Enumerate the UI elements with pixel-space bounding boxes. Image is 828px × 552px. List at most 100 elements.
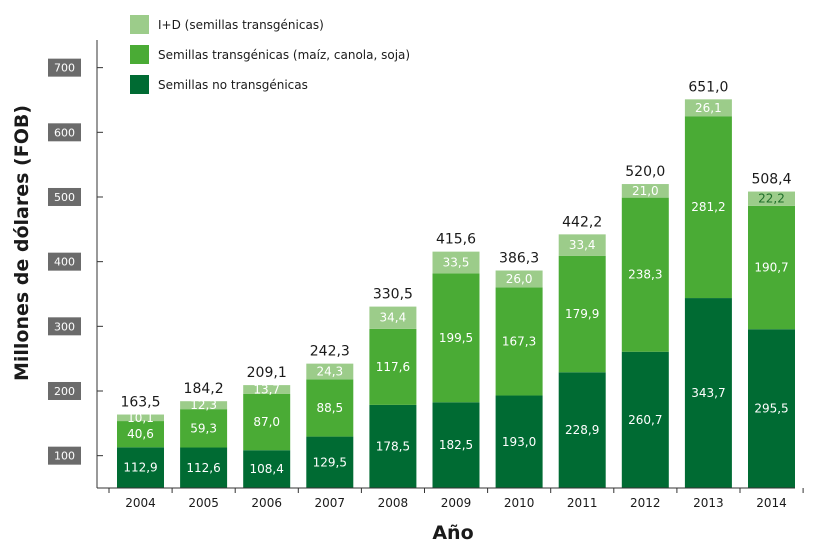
bar-segment — [117, 421, 164, 448]
bar-segment — [621, 184, 669, 198]
data-label: 26,0 — [506, 272, 533, 286]
data-label: 33,4 — [569, 238, 596, 252]
bar-segment — [306, 379, 354, 437]
bar-segment — [180, 447, 228, 488]
bar-segment — [180, 401, 228, 410]
data-label: 193,0 — [502, 435, 536, 449]
data-label: 343,7 — [691, 386, 725, 400]
total-label: 520,0 — [625, 164, 665, 180]
legend: I+D (semillas transgénicas) Semillas tran… — [130, 15, 410, 94]
bar-segment — [621, 197, 669, 352]
data-label: 87,0 — [253, 415, 280, 429]
bar-segment — [558, 372, 606, 488]
data-label: 112,9 — [123, 461, 157, 475]
y-axis-ticks: 100 200 300 400 500 600 700 — [48, 58, 103, 465]
x-tick-label: 2013 — [693, 496, 724, 510]
total-label: 386,3 — [499, 251, 539, 267]
bar-segment — [495, 270, 543, 288]
bar-segment — [748, 191, 795, 206]
data-label: 24,3 — [316, 364, 343, 378]
x-tick-label: 2010 — [504, 496, 535, 510]
bar-segment — [369, 306, 417, 329]
data-label: 199,5 — [439, 331, 473, 345]
data-label: 22,2 — [758, 192, 785, 206]
legend-swatch — [130, 45, 149, 64]
x-tick-label: 2012 — [630, 496, 661, 510]
data-label: 182,5 — [439, 438, 473, 452]
bar-segment — [243, 450, 291, 488]
data-label: 26,1 — [695, 101, 722, 115]
data-label: 10,1 — [127, 411, 154, 425]
y-tick-box — [48, 252, 81, 271]
legend-label: Semillas no transgénicas — [158, 78, 308, 92]
bar-segment — [432, 402, 480, 488]
legend-label: Semillas transgénicas (maíz, canola, soj… — [158, 48, 410, 62]
bar-segment — [180, 409, 228, 448]
data-label: 238,3 — [628, 268, 662, 282]
segment-labels: 112,9 40,6 10,1 112,6 59,3 12,3 108,4 87,0 13,7 1… — [123, 101, 788, 476]
data-label: 59,3 — [190, 421, 217, 435]
data-label: 167,3 — [502, 334, 536, 348]
data-label: 34,4 — [380, 311, 407, 325]
y-tick-box — [48, 446, 81, 465]
total-label: 209,1 — [247, 365, 287, 381]
x-tick-label: 2011 — [567, 496, 598, 510]
bar-segment — [495, 395, 543, 488]
bar-segment — [243, 393, 291, 451]
x-axis-ticks: 2004 2005 2006 2007 2008 2009 2010 2011 2012 2013… — [108, 488, 804, 510]
x-tick-label: 2004 — [125, 496, 156, 510]
total-label: 163,5 — [120, 395, 160, 411]
x-tick-label: 2014 — [756, 496, 787, 510]
data-label: 228,9 — [565, 423, 599, 437]
bar-segment — [369, 404, 417, 488]
data-label: 117,6 — [376, 360, 410, 374]
bar-segment — [432, 251, 480, 274]
data-label: 40,6 — [127, 427, 154, 441]
data-label: 108,4 — [250, 462, 284, 476]
total-label: 184,2 — [184, 381, 224, 397]
bar-segment — [621, 351, 669, 488]
y-tick-label: 600 — [54, 126, 75, 139]
data-label: 21,0 — [632, 184, 659, 198]
total-labels: 163,5 184,2 209,1 242,3 330,5 415,6 386,3 442,2… — [120, 79, 791, 410]
axes — [96, 40, 795, 489]
legend-swatch — [130, 75, 149, 94]
data-label: 13,7 — [253, 383, 280, 397]
y-tick-label: 400 — [54, 256, 75, 269]
x-tick-label: 2006 — [251, 496, 282, 510]
x-tick-label: 2009 — [441, 496, 472, 510]
bar-segment — [432, 273, 480, 403]
total-label: 415,6 — [436, 232, 476, 248]
bar-segment — [117, 447, 164, 488]
x-tick-label: 2007 — [315, 496, 346, 510]
bars — [117, 99, 795, 488]
y-tick-box — [48, 317, 81, 336]
bar-segment — [495, 287, 543, 396]
y-tick-label: 200 — [54, 385, 75, 398]
bar-segment — [748, 329, 795, 488]
total-label: 651,0 — [688, 79, 728, 95]
y-tick-box — [48, 381, 81, 400]
y-tick-label: 500 — [54, 191, 75, 204]
bar-segment — [558, 234, 606, 256]
y-tick-box — [48, 187, 81, 206]
y-tick-label: 300 — [54, 320, 75, 333]
legend-swatch — [130, 15, 149, 34]
legend-label: I+D (semillas transgénicas) — [158, 18, 324, 32]
y-tick-label: 700 — [54, 62, 75, 75]
y-tick-box — [48, 58, 81, 77]
bar-segment — [748, 205, 795, 330]
total-label: 330,5 — [373, 287, 413, 303]
data-label: 281,2 — [691, 200, 725, 214]
bar-segment — [684, 99, 732, 117]
total-label: 508,4 — [751, 172, 791, 188]
data-label: 295,5 — [754, 402, 788, 416]
x-axis-label: Año — [432, 522, 473, 544]
data-label: 33,5 — [443, 255, 470, 269]
y-tick-box — [48, 123, 81, 142]
bar-segment — [306, 363, 354, 380]
data-label: 179,9 — [565, 307, 599, 321]
bar-segment — [117, 414, 164, 422]
data-label: 112,6 — [186, 461, 220, 475]
